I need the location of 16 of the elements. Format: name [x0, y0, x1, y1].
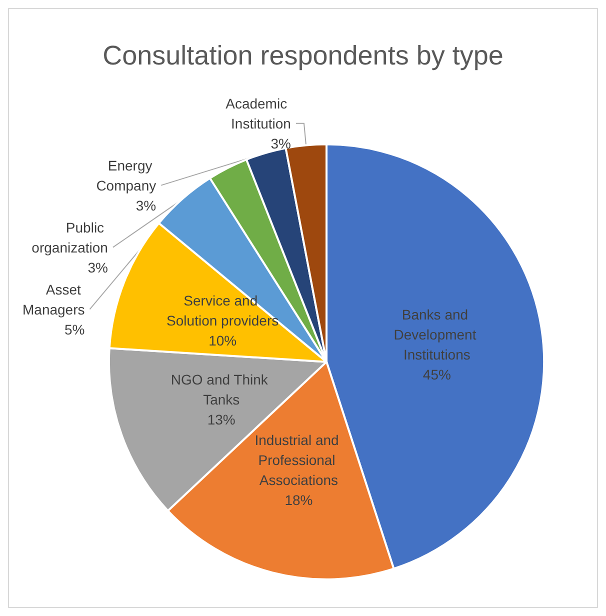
data-label: 18%	[284, 492, 313, 508]
chart-title: Consultation respondents by type	[102, 40, 504, 70]
slice-label: Energy Company	[96, 157, 156, 194]
slice-label: Academic Institution	[226, 95, 291, 132]
data-label: 5%	[64, 321, 85, 338]
slice-label: Industrial and Professional Associations	[254, 432, 343, 488]
slice-label: Asset Managers	[22, 281, 85, 318]
data-label: 45%	[422, 366, 451, 382]
slice-label: Public organization	[32, 219, 108, 256]
data-label: 3%	[136, 197, 156, 214]
data-label: 3%	[88, 259, 108, 276]
data-label: 13%	[207, 412, 236, 428]
data-label: 10%	[208, 332, 237, 349]
slice-label: NGO and Think Tanks	[170, 372, 272, 408]
slice-label: Banks and Development Institutions	[394, 306, 480, 362]
data-label: 3%	[270, 135, 291, 152]
